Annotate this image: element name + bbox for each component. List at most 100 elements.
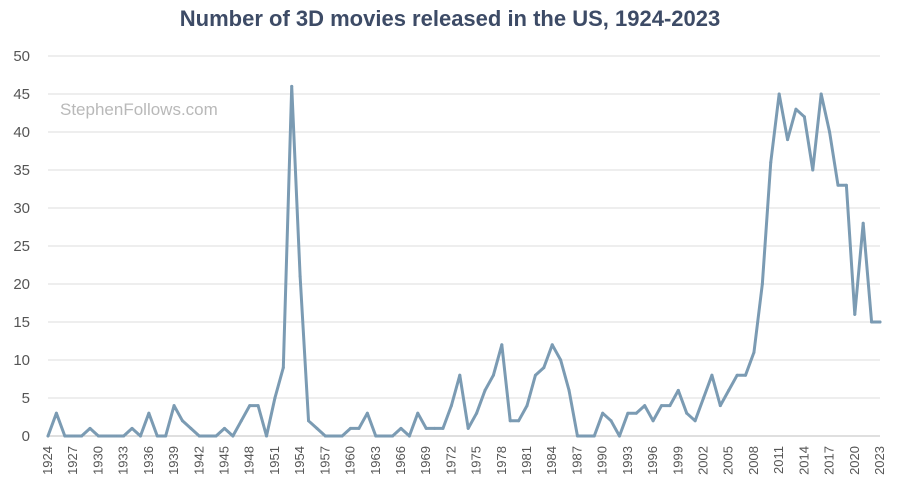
- data-point-1975: [475, 411, 479, 415]
- data-point-1991: [609, 419, 613, 423]
- x-tick-label: 1999: [670, 446, 685, 475]
- x-tick-label: 1975: [469, 446, 484, 475]
- x-tick-label: 1969: [418, 446, 433, 475]
- data-point-2000: [685, 411, 689, 415]
- watermark: StephenFollows.com: [60, 100, 218, 119]
- data-point-1972: [449, 404, 453, 408]
- x-tick-label: 1963: [368, 446, 383, 475]
- data-point-2015: [811, 168, 815, 172]
- x-tick-label: 1939: [166, 446, 181, 475]
- data-point-1942: [197, 434, 201, 438]
- data-point-1941: [189, 426, 193, 430]
- data-point-2013: [794, 107, 798, 111]
- series-line: [46, 84, 882, 438]
- x-tick-label: 1942: [191, 446, 206, 475]
- data-point-1927: [71, 434, 75, 438]
- data-point-1931: [105, 434, 109, 438]
- x-tick-label: 1987: [569, 446, 584, 475]
- data-point-2004: [718, 404, 722, 408]
- y-tick-label: 40: [13, 124, 30, 141]
- data-point-1929: [88, 426, 92, 430]
- data-point-1992: [617, 434, 621, 438]
- data-point-1936: [147, 411, 151, 415]
- data-point-1943: [206, 434, 210, 438]
- data-point-1928: [80, 434, 84, 438]
- x-tick-label: 2005: [721, 446, 736, 475]
- x-tick-label: 1993: [620, 446, 635, 475]
- x-tick-label: 1984: [544, 446, 559, 475]
- data-point-1967: [407, 434, 411, 438]
- data-point-1983: [542, 366, 546, 370]
- x-tick-label: 2014: [796, 446, 811, 475]
- data-point-1963: [374, 434, 378, 438]
- data-point-1997: [659, 404, 663, 408]
- data-point-1946: [231, 434, 235, 438]
- data-point-2008: [752, 350, 756, 354]
- y-tick-label: 30: [13, 200, 30, 217]
- data-point-1940: [180, 419, 184, 423]
- data-point-2019: [844, 183, 848, 187]
- data-point-1964: [382, 434, 386, 438]
- data-point-2016: [819, 92, 823, 96]
- data-point-2022: [870, 320, 874, 324]
- data-point-1930: [96, 434, 100, 438]
- data-point-1985: [559, 358, 563, 362]
- y-axis: 0 5 10 15 20 25 30 35 40 45 50: [13, 48, 30, 445]
- y-tick-label: 20: [13, 276, 30, 293]
- x-tick-label: 1954: [292, 446, 307, 475]
- x-tick-label: 2002: [696, 446, 711, 475]
- data-point-1935: [138, 434, 142, 438]
- data-point-1986: [567, 388, 571, 392]
- data-point-2017: [828, 130, 832, 134]
- x-tick-label: 1924: [40, 446, 55, 475]
- data-point-1995: [643, 404, 647, 408]
- data-point-2011: [777, 92, 781, 96]
- data-point-1945: [222, 426, 226, 430]
- data-point-2010: [769, 160, 773, 164]
- data-point-2009: [760, 282, 764, 286]
- data-point-1973: [458, 373, 462, 377]
- data-point-1933: [122, 434, 126, 438]
- series: [46, 84, 882, 438]
- data-point-1987: [575, 434, 579, 438]
- y-tick-label: 15: [13, 314, 30, 331]
- data-point-1959: [340, 434, 344, 438]
- data-point-1971: [441, 426, 445, 430]
- y-tick-label: 10: [13, 352, 30, 369]
- data-point-1958: [332, 434, 336, 438]
- data-point-1947: [239, 419, 243, 423]
- data-point-1976: [483, 388, 487, 392]
- data-point-1993: [626, 411, 630, 415]
- data-point-1932: [113, 434, 117, 438]
- data-point-2006: [735, 373, 739, 377]
- x-axis: 1924 1927 1930 1933 1936 1939 1942 1945 1948 1951…: [40, 446, 887, 475]
- data-point-1980: [517, 419, 521, 423]
- data-point-1994: [634, 411, 638, 415]
- data-point-1938: [164, 434, 168, 438]
- data-point-1981: [525, 404, 529, 408]
- data-point-1989: [592, 434, 596, 438]
- x-tick-label: 1960: [343, 446, 358, 475]
- data-point-1962: [365, 411, 369, 415]
- chart-title: Number of 3D movies released in the US, …: [179, 6, 721, 31]
- x-tick-label: 1978: [494, 446, 509, 475]
- x-tick-label: 1933: [116, 446, 131, 475]
- data-point-1955: [307, 419, 311, 423]
- y-tick-label: 5: [22, 390, 30, 407]
- data-point-1925: [54, 411, 58, 415]
- data-point-2021: [861, 221, 865, 225]
- data-point-2020: [853, 312, 857, 316]
- data-point-1977: [491, 373, 495, 377]
- data-point-1982: [533, 373, 537, 377]
- data-point-1926: [63, 434, 67, 438]
- gridlines: [48, 55, 880, 437]
- data-point-2001: [693, 419, 697, 423]
- x-tick-label: 1966: [393, 446, 408, 475]
- data-point-1961: [357, 426, 361, 430]
- data-point-1970: [433, 426, 437, 430]
- data-point-1952: [281, 366, 285, 370]
- data-point-2005: [727, 388, 731, 392]
- data-point-1999: [676, 388, 680, 392]
- data-point-2012: [786, 138, 790, 142]
- data-point-1934: [130, 426, 134, 430]
